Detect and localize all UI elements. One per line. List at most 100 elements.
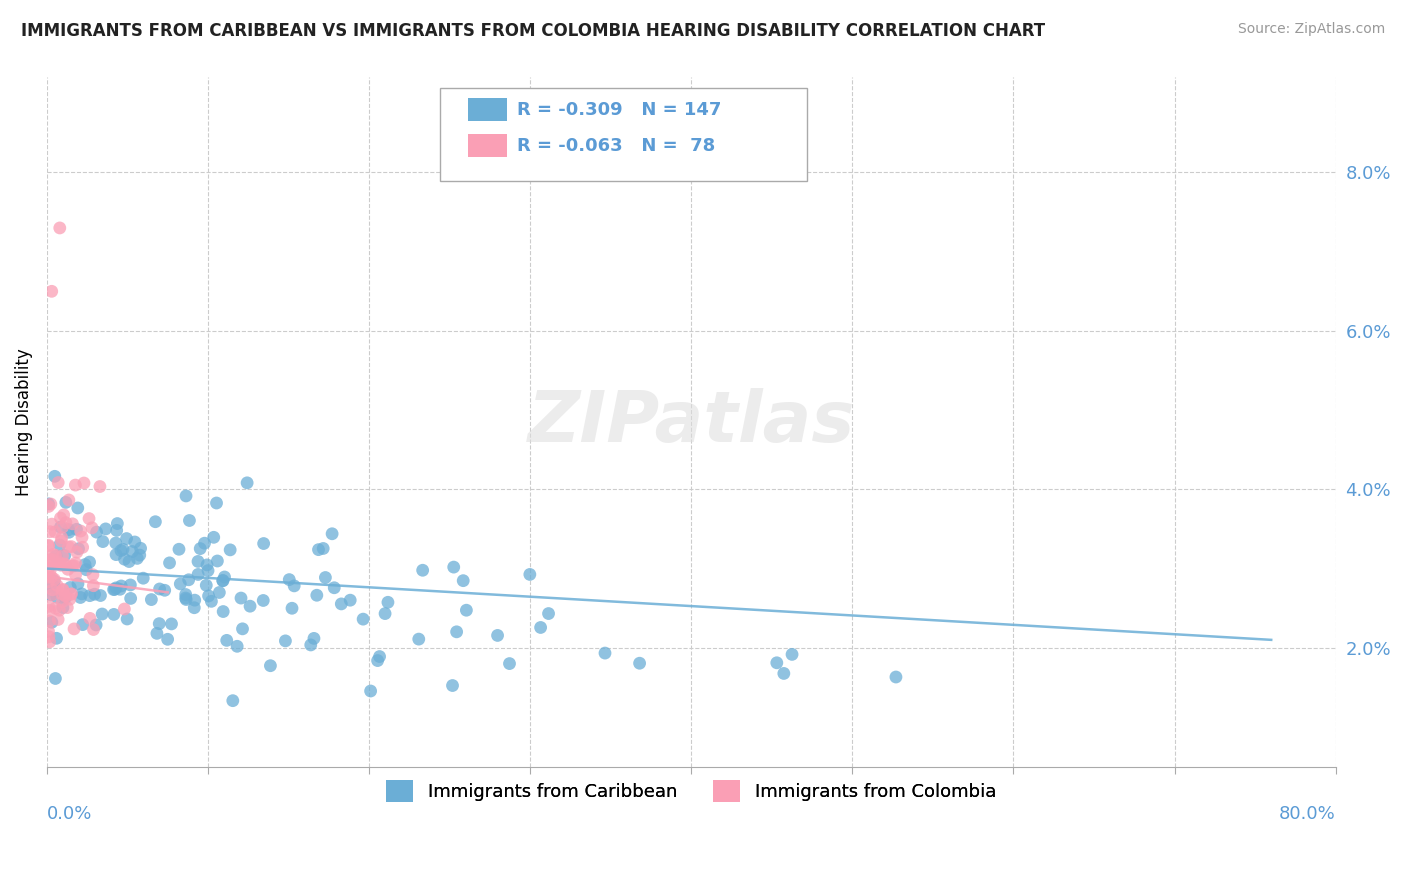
Point (368, 649, 391, 664)
Point (65, 522, 87, 536)
Point (51, 531, 73, 545)
Point (60, 587, 83, 601)
Point (259, 658, 281, 673)
Point (63, 558, 86, 573)
Point (193, 536, 215, 550)
Point (72, 541, 94, 555)
Point (628, 657, 651, 671)
Point (114, 552, 136, 566)
Point (146, 626, 169, 640)
Point (197, 589, 219, 603)
Point (308, 542, 330, 557)
Point (200, 594, 222, 608)
Point (53, 549, 76, 563)
Point (219, 542, 242, 557)
Point (367, 654, 389, 668)
Point (41, 582, 63, 597)
Point (41, 570, 63, 584)
Point (49, 558, 72, 573)
Point (127, 551, 149, 566)
Point (46, 578, 69, 592)
Point (69, 591, 91, 605)
Point (174, 591, 197, 605)
Point (82, 567, 104, 582)
Point (179, 514, 201, 528)
Point (66, 576, 89, 591)
Point (305, 588, 328, 602)
Point (59, 587, 82, 601)
Point (118, 555, 141, 569)
Point (498, 657, 520, 671)
Point (44, 580, 66, 594)
Point (312, 541, 335, 556)
Point (39, 497, 62, 511)
Point (352, 612, 374, 626)
Point (38, 614, 60, 628)
Point (124, 535, 146, 549)
Point (41, 285, 63, 299)
Point (174, 587, 197, 601)
Point (110, 543, 132, 558)
Point (278, 573, 301, 587)
Point (67, 541, 90, 556)
Point (441, 679, 464, 693)
Point (159, 556, 181, 570)
Point (195, 578, 218, 592)
FancyBboxPatch shape (468, 98, 508, 120)
Point (75, 563, 97, 577)
Point (38, 635, 60, 649)
Point (105, 516, 128, 531)
Point (62, 516, 84, 531)
Point (44, 601, 66, 615)
Text: Source: ZipAtlas.com: Source: ZipAtlas.com (1237, 22, 1385, 37)
Point (80, 521, 103, 535)
FancyBboxPatch shape (468, 134, 508, 157)
Point (412, 563, 434, 577)
Point (45, 590, 67, 604)
Point (48, 538, 70, 552)
Point (45, 632, 67, 646)
Point (451, 574, 474, 588)
Point (105, 524, 128, 538)
Point (314, 570, 336, 584)
Point (111, 542, 134, 557)
Point (89, 589, 111, 603)
Point (38, 599, 60, 614)
Point (148, 616, 170, 631)
Point (530, 620, 553, 634)
Point (51, 587, 73, 601)
Point (330, 597, 353, 611)
Point (108, 582, 131, 597)
Point (105, 581, 128, 595)
Point (38, 552, 60, 566)
Point (141, 592, 163, 607)
Point (42, 548, 65, 562)
Point (323, 581, 346, 595)
Point (39, 524, 62, 539)
Point (115, 612, 138, 626)
Point (169, 577, 191, 591)
Point (51, 595, 73, 609)
Point (94, 522, 117, 536)
Point (53, 589, 76, 603)
Point (120, 591, 142, 606)
Point (84, 618, 107, 632)
Point (884, 670, 907, 684)
Point (145, 515, 167, 529)
Point (41, 517, 63, 532)
Point (202, 530, 225, 544)
Point (149, 582, 172, 596)
Point (72, 617, 94, 632)
Legend: Immigrants from Caribbean, Immigrants from Colombia: Immigrants from Caribbean, Immigrants fr… (380, 772, 1004, 809)
Point (231, 622, 253, 636)
Point (187, 554, 209, 568)
Point (55, 495, 77, 509)
Point (780, 648, 803, 662)
Point (46, 612, 69, 626)
Point (37, 570, 59, 584)
Point (408, 632, 430, 647)
Point (49, 511, 72, 525)
Point (45, 549, 67, 563)
Point (38, 603, 60, 617)
Point (60, 540, 83, 554)
